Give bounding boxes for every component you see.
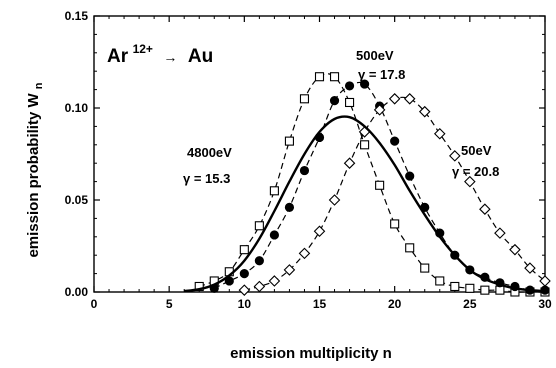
point-square xyxy=(194,281,204,292)
point-square xyxy=(239,245,249,255)
y-axis-title: emission probability W n xyxy=(25,82,45,257)
point-square xyxy=(375,180,385,190)
point-diamond xyxy=(433,127,446,140)
point-circle xyxy=(405,171,415,181)
x-tick-label: 20 xyxy=(388,297,402,311)
ticks: 0 5 10 15 20 25 30 0.00 0.05 0.10 0.15 xyxy=(65,9,552,311)
point-square xyxy=(314,72,325,82)
point-diamond xyxy=(449,150,461,162)
x-tick-label: 30 xyxy=(538,297,552,311)
x-tick-label: 10 xyxy=(238,297,252,311)
x-axis-title: emission multiplicity n xyxy=(230,345,392,362)
point-diamond xyxy=(479,203,491,215)
y-axis-title-main: emission probability W xyxy=(25,93,42,258)
annotation-4800-energy: 4800eV xyxy=(187,145,232,160)
point-diamond xyxy=(464,175,476,188)
y-tick-label: 0.10 xyxy=(65,101,89,115)
point-square xyxy=(254,221,264,231)
point-diamond xyxy=(373,104,386,116)
point-diamond xyxy=(238,284,251,296)
annotation-500-gamma: γ = 17.8 xyxy=(358,67,405,82)
point-diamond xyxy=(283,264,296,276)
point-diamond xyxy=(268,275,281,287)
chart-title: Ar 12+ → Au xyxy=(107,40,213,67)
point-diamond xyxy=(418,105,431,118)
point-diamond xyxy=(253,280,266,293)
point-diamond xyxy=(494,227,506,239)
point-square xyxy=(420,263,430,273)
annotation-500-energy: 500eV xyxy=(356,48,394,63)
point-diamond xyxy=(343,157,356,169)
series-2-line xyxy=(244,96,546,291)
point-square xyxy=(299,94,310,104)
point-square xyxy=(405,243,415,253)
point-square xyxy=(269,186,279,196)
x-tick-label: 0 xyxy=(91,297,98,311)
point-square xyxy=(345,97,355,108)
point-circle xyxy=(390,136,400,146)
x-tick-label: 15 xyxy=(313,297,327,311)
annotation-4800-gamma: γ = 15.3 xyxy=(183,171,230,186)
point-square xyxy=(435,276,445,286)
series-0 xyxy=(194,72,550,297)
point-circle xyxy=(254,256,264,266)
annotation-50-energy: 50eV xyxy=(461,143,492,158)
title-arrow: → xyxy=(163,49,177,65)
point-square xyxy=(450,281,460,292)
point-diamond xyxy=(313,225,326,238)
point-square xyxy=(360,140,370,150)
series-0-line xyxy=(198,73,545,293)
series-2 xyxy=(238,93,551,296)
point-circle xyxy=(359,79,370,89)
point-circle xyxy=(299,165,310,176)
point-diamond xyxy=(509,243,521,256)
point-square xyxy=(284,136,294,146)
y-tick-label: 0.15 xyxy=(65,9,89,23)
point-circle xyxy=(344,81,355,91)
point-square xyxy=(390,219,400,229)
point-square xyxy=(465,283,475,293)
x-tick-label: 5 xyxy=(166,297,173,311)
point-diamond xyxy=(328,194,341,206)
series-layer xyxy=(184,72,551,297)
y-axis-title-sub: n xyxy=(33,82,45,89)
point-diamond xyxy=(539,275,551,287)
y-tick-label: 0.00 xyxy=(65,285,89,299)
annotation-50-gamma: γ = 20.8 xyxy=(452,164,499,179)
x-tick-label: 25 xyxy=(463,297,477,311)
y-tick-label: 0.05 xyxy=(65,193,89,207)
point-diamond xyxy=(298,247,311,260)
title-target: Au xyxy=(188,46,213,67)
point-circle xyxy=(329,96,340,106)
point-diamond xyxy=(524,262,536,274)
point-circle xyxy=(269,230,279,240)
point-square xyxy=(329,72,340,82)
point-diamond xyxy=(403,93,416,105)
series-3-line xyxy=(184,115,546,293)
series-3 xyxy=(184,115,546,293)
point-circle xyxy=(284,202,295,212)
point-diamond xyxy=(388,93,401,105)
point-square xyxy=(480,285,490,295)
title-charge: 12+ xyxy=(133,42,153,56)
title-projectile: Ar xyxy=(107,46,129,67)
point-circle xyxy=(239,268,249,279)
